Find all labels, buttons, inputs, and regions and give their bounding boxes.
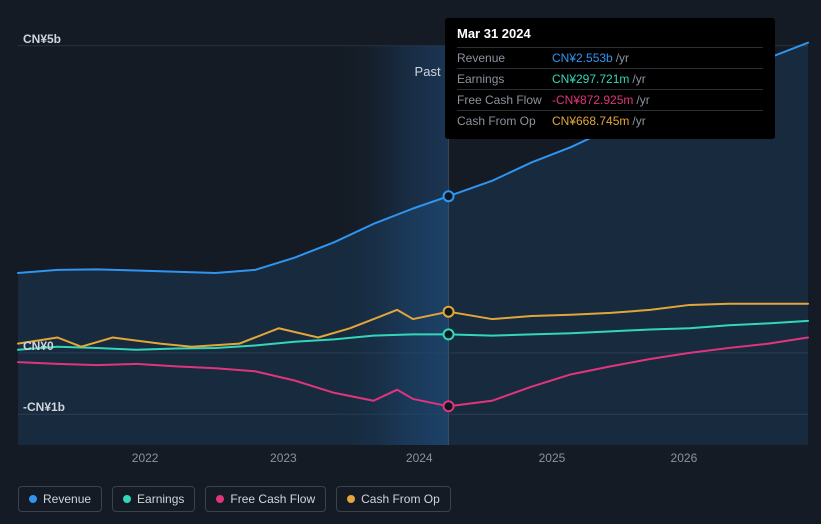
tooltip-row-value: CN¥668.745m — [552, 114, 629, 128]
tooltip-row: Free Cash Flow-CN¥872.925m/yr — [457, 89, 763, 110]
legend-item-fcf[interactable]: Free Cash Flow — [205, 486, 326, 512]
tooltip-row-label: Free Cash Flow — [457, 93, 552, 107]
financials-chart: CN¥5b CN¥0 -CN¥1b 2022 2023 2024 2025 2026 Pas… — [0, 0, 821, 524]
x-axis-tick-label: 2022 — [132, 451, 159, 465]
tooltip-row-value: CN¥2.553b — [552, 51, 613, 65]
legend-item-label: Revenue — [43, 492, 91, 506]
tooltip-row-label: Earnings — [457, 72, 552, 86]
tooltip-row-value: CN¥297.721m — [552, 72, 629, 86]
legend-item-cfo[interactable]: Cash From Op — [336, 486, 451, 512]
tooltip-row-unit: /yr — [632, 72, 645, 86]
tooltip-row-label: Cash From Op — [457, 114, 552, 128]
tooltip-row: Cash From OpCN¥668.745m/yr — [457, 110, 763, 131]
legend-item-label: Free Cash Flow — [230, 492, 315, 506]
hover-tooltip: Mar 31 2024 RevenueCN¥2.553b/yrEarningsC… — [445, 18, 775, 139]
legend-swatch-icon — [123, 495, 131, 503]
x-axis-tick-label: 2026 — [671, 451, 698, 465]
y-axis-tick-label: -CN¥1b — [23, 400, 65, 414]
y-axis-tick-label: CN¥5b — [23, 32, 61, 46]
legend-swatch-icon — [216, 495, 224, 503]
tooltip-row-unit: /yr — [632, 114, 645, 128]
y-axis-tick-label: CN¥0 — [23, 339, 54, 353]
x-axis-tick-label: 2024 — [406, 451, 433, 465]
tooltip-row-label: Revenue — [457, 51, 552, 65]
tooltip-row: EarningsCN¥297.721m/yr — [457, 68, 763, 89]
chart-legend: Revenue Earnings Free Cash Flow Cash From O… — [18, 486, 451, 512]
tooltip-row-value: -CN¥872.925m — [552, 93, 633, 107]
tooltip-row: RevenueCN¥2.553b/yr — [457, 47, 763, 68]
legend-swatch-icon — [347, 495, 355, 503]
legend-item-label: Earnings — [137, 492, 184, 506]
x-axis-tick-label: 2023 — [270, 451, 297, 465]
legend-item-revenue[interactable]: Revenue — [18, 486, 102, 512]
tooltip-row-unit: /yr — [616, 51, 629, 65]
legend-item-label: Cash From Op — [361, 492, 440, 506]
x-axis-tick-label: 2025 — [539, 451, 566, 465]
legend-item-earnings[interactable]: Earnings — [112, 486, 195, 512]
tooltip-title: Mar 31 2024 — [457, 26, 763, 41]
legend-swatch-icon — [29, 495, 37, 503]
tooltip-row-unit: /yr — [636, 93, 649, 107]
past-region-label: Past — [415, 64, 441, 79]
